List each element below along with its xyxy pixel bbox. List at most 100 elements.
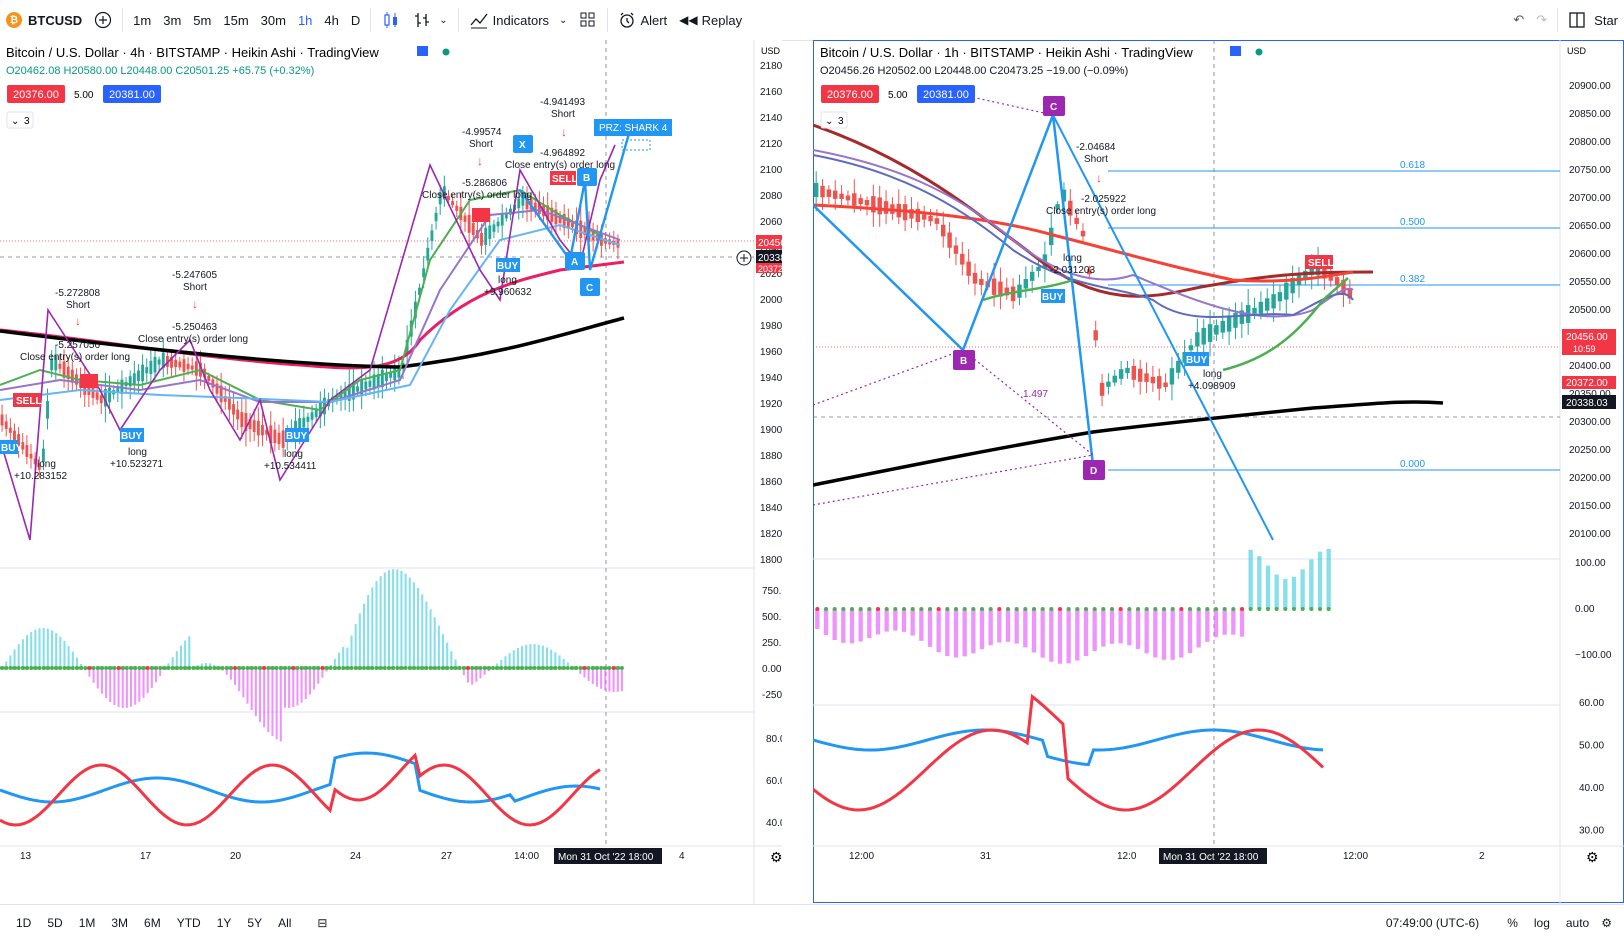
zero-dot xyxy=(370,666,375,670)
candle-body xyxy=(934,218,940,224)
candle-body xyxy=(909,209,914,219)
settings-gear-icon[interactable]: ⚙ xyxy=(1586,849,1599,865)
close-value: -5.286806 xyxy=(462,178,507,189)
currency-label[interactable]: USD xyxy=(1567,46,1587,56)
chevron-down-icon: ⌄ xyxy=(439,14,448,26)
axis-tick-label: 80.00 xyxy=(766,734,782,745)
ask-button[interactable] xyxy=(917,85,975,103)
indicators-toggle[interactable] xyxy=(820,111,848,129)
zero-dot xyxy=(403,666,408,670)
timeframe-D[interactable]: D xyxy=(350,12,361,28)
range-ytd[interactable]: YTD xyxy=(176,915,201,930)
zero-dot xyxy=(320,666,325,670)
layout-split-icon xyxy=(1569,12,1585,28)
right-chart[interactable]: 0.618 0.500 0.382 0.000 C B D 1.497 -2.0… xyxy=(812,40,1624,904)
replay-button[interactable]: ◀◀ Replay xyxy=(673,0,748,40)
auto-toggle[interactable]: auto xyxy=(1565,915,1590,930)
alarm-clock-icon xyxy=(620,12,635,28)
zero-dot xyxy=(1240,607,1244,611)
symbol-search[interactable]: ₿ BTCUSD xyxy=(0,0,88,40)
clock[interactable]: 07:49:00 (UTC-6) xyxy=(1385,915,1480,930)
timeframe-5m[interactable]: 5m xyxy=(193,12,212,28)
candle-body xyxy=(351,382,355,400)
flag-icon[interactable] xyxy=(417,46,428,56)
left-chart-canvas[interactable]: -5.272808 Short -5.257056 Close entry(s)… xyxy=(0,40,808,904)
timeframe-4h[interactable]: 4h xyxy=(324,12,339,28)
right-rsi-axis: 60.00 50.00 40.00 30.00 xyxy=(1579,698,1604,837)
settings-gear-icon[interactable]: ⚙ xyxy=(1601,915,1612,930)
timeframe-30m[interactable]: 30m xyxy=(260,12,286,28)
zero-dot xyxy=(532,666,537,670)
zero-dot xyxy=(124,666,129,670)
range-all[interactable]: All xyxy=(278,915,292,930)
candle-body xyxy=(99,395,103,404)
currency-label[interactable]: USD xyxy=(761,46,781,56)
undo-button[interactable]: ↶ xyxy=(1507,0,1530,40)
range-5y[interactable]: 5Y xyxy=(247,915,263,930)
alert-button[interactable]: Alert xyxy=(612,0,673,40)
zero-dot xyxy=(507,666,512,670)
zero-dot xyxy=(291,666,296,670)
candle-body xyxy=(376,374,380,387)
zero-dot xyxy=(1248,607,1253,611)
chart-type-button[interactable] xyxy=(375,0,407,40)
left-chart[interactable]: -5.272808 Short -5.257056 Close entry(s)… xyxy=(0,40,808,904)
ask-button[interactable] xyxy=(103,85,161,103)
candle-body xyxy=(1137,368,1143,382)
bar-countdown: 10:59 xyxy=(1573,344,1596,354)
point-b-label: B xyxy=(583,173,590,184)
compare-symbol-button[interactable] xyxy=(88,0,118,40)
timeframe-1m[interactable]: 1m xyxy=(133,12,152,28)
timeframe-1h[interactable]: 1h xyxy=(297,12,313,28)
harmonic-pattern xyxy=(812,114,1095,466)
candle-body xyxy=(521,195,525,206)
fib-levels: 0.618 0.500 0.382 0.000 xyxy=(1108,160,1560,471)
candle-body xyxy=(480,232,483,246)
zero-dot xyxy=(1144,607,1149,611)
candle-body xyxy=(1093,330,1098,341)
settings-gear-icon[interactable]: ⚙ xyxy=(770,849,783,865)
layout-button[interactable]: Star xyxy=(1562,0,1624,40)
sell-tag xyxy=(550,171,576,185)
candle-body xyxy=(1220,320,1225,333)
range-1d[interactable]: 1D xyxy=(16,915,32,930)
zero-dot xyxy=(1257,607,1262,611)
left-time-axis[interactable]: 13 17 20 24 27 14:00 4 xyxy=(20,851,685,862)
point-b-marker xyxy=(953,350,975,370)
range-1y[interactable]: 1Y xyxy=(216,915,232,930)
date-range-icon[interactable]: ⊟ xyxy=(317,915,328,930)
buy-text: BUY xyxy=(497,261,518,272)
bid-button[interactable] xyxy=(7,85,65,103)
buy-tag xyxy=(496,258,520,272)
candle-body xyxy=(500,214,504,226)
zero-dot xyxy=(1326,607,1331,611)
bid-button[interactable] xyxy=(821,85,879,103)
bar-type-button[interactable]: ⌄ xyxy=(407,0,453,40)
price-marker-red2-text: 20372.00 xyxy=(758,264,782,274)
log-toggle[interactable]: log xyxy=(1533,915,1550,930)
indicators-count: 3 xyxy=(24,116,30,127)
timeframe-3m[interactable]: 3m xyxy=(163,12,182,28)
redo-button[interactable]: ↷ xyxy=(1530,0,1553,40)
ask-value: 20381.00 xyxy=(923,89,969,101)
flag-icon[interactable] xyxy=(1230,46,1241,56)
indicators-toggle[interactable] xyxy=(6,111,34,129)
candle-body xyxy=(864,200,870,206)
templates-button[interactable] xyxy=(573,0,603,40)
candle-body xyxy=(1144,373,1149,382)
range-1m[interactable]: 1M xyxy=(78,915,96,930)
timeframe-15m[interactable]: 15m xyxy=(223,12,249,28)
zero-dot xyxy=(133,666,138,670)
zero-dot xyxy=(8,666,13,670)
range-6m[interactable]: 6M xyxy=(144,915,161,930)
zero-dot xyxy=(1162,607,1166,611)
ohlc-readout: O20456.26 H20502.00 L20448.00 C20473.25 … xyxy=(820,65,1128,77)
percent-toggle[interactable]: % xyxy=(1507,915,1518,930)
axis-tick-label: 20200.00 xyxy=(760,269,782,280)
crosshair-time-box xyxy=(554,848,662,864)
range-3m[interactable]: 3M xyxy=(111,915,129,930)
right-chart-canvas[interactable]: 0.618 0.500 0.382 0.000 C B D 1.497 -2.0… xyxy=(812,40,1624,904)
ema-200-line xyxy=(0,316,625,369)
range-5d[interactable]: 5D xyxy=(47,915,63,930)
indicators-button[interactable]: Indicators ⌄ xyxy=(463,0,574,40)
